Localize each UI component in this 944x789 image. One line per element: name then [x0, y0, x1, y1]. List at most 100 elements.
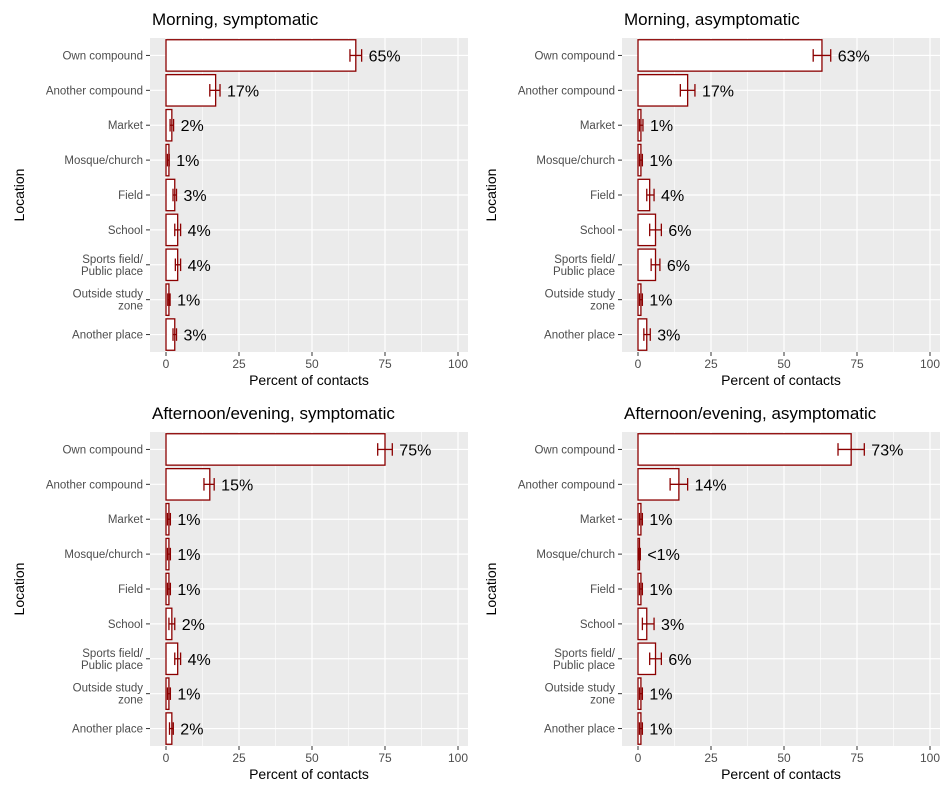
y-tick-label: Sports field/Public place	[81, 648, 144, 672]
x-tick-label: 75	[850, 751, 864, 765]
y-axis-title: Location	[483, 563, 499, 616]
data-label: 6%	[668, 223, 691, 240]
data-label: <1%	[647, 547, 679, 564]
y-tick-label: Outside study zone	[73, 683, 144, 707]
x-axis-title: Percent of contacts	[721, 766, 841, 782]
y-tick-label: School	[580, 225, 615, 237]
y-tick-label: Field	[118, 584, 143, 596]
x-tick-label: 75	[378, 751, 392, 765]
x-axis-title: Percent of contacts	[721, 372, 841, 388]
y-tick-label-line: Another compound	[46, 85, 143, 97]
x-tick-label: 100	[448, 751, 468, 765]
panel-title: Afternoon/evening, asymptomatic	[624, 404, 877, 423]
y-tick-label: Market	[108, 514, 144, 526]
y-axis-title: Location	[11, 169, 27, 222]
y-tick-label: Field	[118, 190, 143, 202]
bar	[165, 467, 211, 501]
y-axis-title: Location	[11, 563, 27, 616]
y-tick-label-line: Outside study	[73, 289, 144, 301]
y-tick-label-line: Own compound	[62, 444, 143, 456]
x-tick-label: 100	[920, 751, 940, 765]
y-tick-label-line: Outside study	[545, 683, 616, 695]
y-tick-label-line: Another place	[544, 724, 615, 736]
y-tick-label-line: Another place	[544, 330, 615, 342]
y-tick-label: Own compound	[534, 444, 615, 456]
x-tick-label: 0	[635, 751, 642, 765]
y-tick-label: Mosque/church	[536, 155, 615, 167]
x-tick-label: 100	[448, 357, 468, 371]
panel-title: Afternoon/evening, symptomatic	[152, 404, 395, 423]
x-tick-label: 25	[704, 357, 718, 371]
data-label: 1%	[177, 687, 200, 704]
y-tick-label: Outside study zone	[73, 289, 144, 313]
y-tick-label: Another compound	[518, 85, 615, 97]
x-tick-label: 50	[777, 357, 791, 371]
data-label: 4%	[188, 652, 211, 669]
y-tick-label-line: zone	[118, 301, 143, 313]
chart-svg: 0 25 50 75 100 Own compound Another compound Ma…	[11, 38, 468, 388]
y-tick-label: Mosque/church	[64, 549, 143, 561]
y-tick-label-line: Sports field/	[82, 254, 144, 266]
data-label: 73%	[871, 442, 903, 459]
data-label: 75%	[399, 442, 431, 459]
panel-afternoon-symptomatic: Afternoon/evening, symptomatic 0 25 50 75 10…	[0, 394, 472, 789]
y-axis-title: Location	[483, 169, 499, 222]
data-label: 6%	[668, 652, 691, 669]
y-tick-label-line: School	[108, 619, 143, 631]
y-tick-label: Another compound	[518, 479, 615, 491]
y-tick-label-line: Sports field/	[554, 254, 616, 266]
y-tick-label: Own compound	[534, 50, 615, 62]
x-tick-label: 0	[635, 357, 642, 371]
data-label: 63%	[838, 48, 870, 65]
y-tick-label: Field	[590, 584, 615, 596]
y-tick-label: Another place	[72, 330, 143, 342]
panel-title: Morning, symptomatic	[152, 10, 319, 29]
y-tick-label: Market	[580, 514, 616, 526]
data-label: 2%	[180, 722, 203, 739]
y-tick-label: Field	[590, 190, 615, 202]
y-tick-label: Sports field/Public place	[553, 648, 616, 672]
x-tick-label: 0	[163, 751, 170, 765]
y-tick-label-line: Market	[580, 514, 616, 526]
y-tick-label: Another compound	[46, 85, 143, 97]
y-tick-label: Another place	[544, 330, 615, 342]
y-tick-label-line: School	[580, 619, 615, 631]
data-label: 1%	[177, 293, 200, 310]
x-tick-label: 50	[777, 751, 791, 765]
x-tick-label: 25	[232, 357, 246, 371]
data-label: 1%	[650, 118, 673, 135]
y-tick-label-line: School	[580, 225, 615, 237]
y-tick-label-line: Market	[580, 120, 616, 132]
bar	[165, 433, 386, 466]
y-tick-label-line: Another place	[72, 724, 143, 736]
y-tick-label-line: Outside study	[545, 289, 616, 301]
y-tick-label-line: Another compound	[46, 479, 143, 491]
y-tick-label-line: Another compound	[518, 85, 615, 97]
y-tick-label-line: Field	[590, 584, 615, 596]
data-label: 1%	[649, 153, 672, 170]
data-label: 1%	[649, 293, 672, 310]
y-tick-label: School	[108, 225, 143, 237]
data-label: 1%	[649, 722, 672, 739]
y-tick-label: Own compound	[62, 444, 143, 456]
y-tick-label: Sports field/Public place	[81, 254, 144, 278]
bar	[637, 39, 823, 72]
y-tick-label-line: zone	[118, 695, 143, 707]
chart-svg: 0 25 50 75 100 Own compound Another compound Ma…	[483, 38, 940, 388]
y-tick-label-line: Mosque/church	[536, 549, 615, 561]
data-label: 1%	[176, 153, 199, 170]
x-axis-title: Percent of contacts	[249, 372, 369, 388]
bar	[165, 73, 217, 107]
y-tick-label: Sports field/Public place	[553, 254, 616, 278]
y-tick-label-line: Field	[590, 190, 615, 202]
y-tick-label-line: Public place	[553, 660, 615, 672]
data-label: 3%	[184, 188, 207, 205]
y-tick-label-line: Market	[108, 120, 144, 132]
data-label: 2%	[182, 617, 205, 634]
y-tick-label-line: Mosque/church	[536, 155, 615, 167]
data-label: 4%	[188, 258, 211, 275]
data-label: 4%	[188, 223, 211, 240]
x-tick-label: 75	[850, 357, 864, 371]
y-tick-label: School	[580, 619, 615, 631]
x-axis-title: Percent of contacts	[249, 766, 369, 782]
